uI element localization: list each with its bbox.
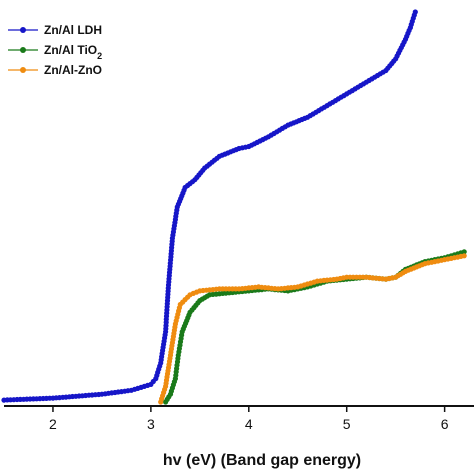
x-ticks: 2 3 4 5 6 — [49, 406, 449, 432]
x-tick-label: 5 — [343, 416, 351, 432]
series-zn-al-tio2 — [163, 249, 467, 405]
legend-label: Zn/Al TiO2 — [44, 43, 102, 61]
legend-item: Zn/Al TiO2 — [8, 43, 102, 61]
legend-marker — [20, 67, 26, 73]
data-point — [461, 253, 467, 259]
legend-marker — [20, 47, 26, 53]
legend-label: Zn/Al-ZnO — [44, 63, 102, 77]
x-tick-label: 2 — [49, 416, 57, 432]
x-tick-label: 6 — [441, 416, 449, 432]
legend-label: Zn/Al LDH — [44, 23, 102, 37]
x-tick-label: 3 — [147, 416, 155, 432]
series-layer — [1, 9, 467, 405]
legend-item: Zn/Al-ZnO — [8, 63, 102, 77]
legend-marker — [20, 27, 26, 33]
data-point — [412, 9, 418, 15]
x-axis-title: hv (eV) (Band gap energy) — [163, 452, 361, 469]
series-zn-al-ldh — [1, 9, 418, 403]
data-point — [461, 249, 467, 255]
legend: Zn/Al LDH Zn/Al TiO2 Zn/Al-ZnO — [8, 23, 102, 77]
x-tick-label: 4 — [245, 416, 253, 432]
series-zn-al-zno — [158, 253, 467, 405]
legend-item: Zn/Al LDH — [8, 23, 102, 37]
